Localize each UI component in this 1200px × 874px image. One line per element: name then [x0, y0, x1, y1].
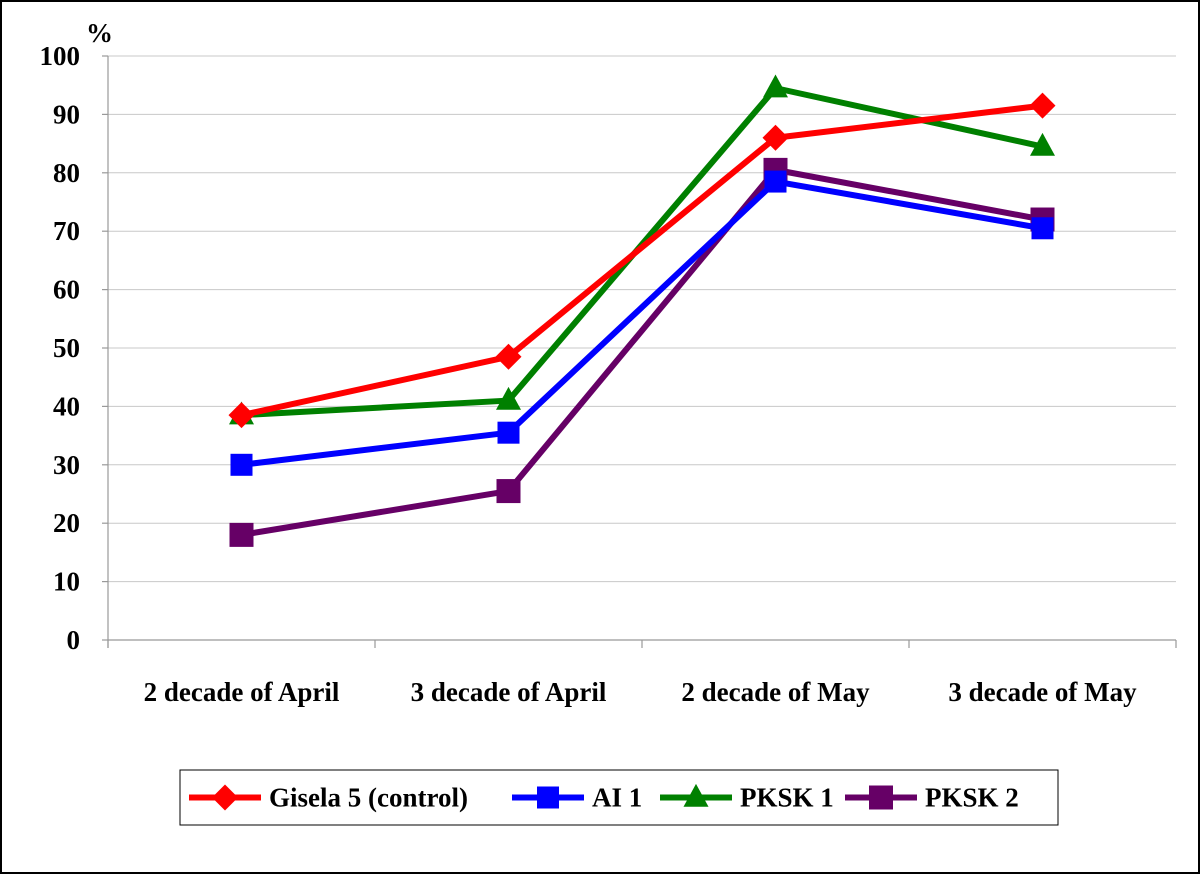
series-line — [240, 102, 1043, 419]
legend-label: PKSK 1 — [740, 783, 834, 813]
data-point — [230, 453, 253, 476]
y-tick-label: 40 — [53, 391, 80, 421]
legend-label: PKSK 2 — [925, 783, 1019, 813]
data-point — [495, 343, 522, 370]
data-point — [1030, 132, 1055, 156]
y-tick-label: 20 — [53, 508, 80, 538]
y-tick-label: 10 — [53, 567, 80, 597]
legend-item: PKSK 1 — [660, 783, 834, 813]
series-line — [241, 178, 1044, 468]
x-category-label: 2 decade of April — [144, 677, 340, 707]
data-point — [228, 402, 255, 429]
y-tick-labels: 0 10 20 30 40 50 60 70 80 90 100 — [40, 41, 81, 655]
y-tick-label: 80 — [53, 158, 80, 188]
data-point — [229, 522, 254, 547]
legend: Gisela 5 (control) AI 1 PKSK 1 PKSK 2 — [179, 769, 1059, 826]
legend-item: PKSK 2 — [845, 783, 1019, 813]
x-category-label: 3 decade of May — [948, 677, 1137, 707]
data-point — [763, 74, 788, 98]
legend-label: Gisela 5 (control) — [269, 783, 468, 813]
y-tick-label: 70 — [53, 216, 80, 246]
series-lines — [228, 74, 1056, 547]
gridlines — [108, 55, 1176, 583]
legend-swatch-marker — [869, 785, 893, 810]
y-tick-label: 0 — [67, 625, 81, 655]
legend-item: Gisela 5 (control) — [189, 783, 468, 813]
data-point — [496, 479, 521, 504]
legend-swatch-marker — [212, 784, 238, 811]
series-ai-1 — [230, 170, 1054, 476]
legend-swatch-marker — [537, 786, 559, 809]
axes — [102, 55, 1177, 648]
legend-items: Gisela 5 (control) AI 1 PKSK 1 PKSK 2 — [189, 783, 1019, 813]
y-tick-label: 30 — [53, 450, 80, 480]
y-tick-label: 50 — [53, 333, 80, 363]
y-axis-unit-label: % — [86, 18, 113, 48]
y-tick-label: 90 — [53, 99, 80, 129]
legend-swatch-marker — [683, 783, 709, 807]
legend-item: AI 1 — [512, 783, 642, 813]
x-category-labels: 2 decade of April 3 decade of April 2 deca… — [144, 677, 1137, 707]
series-pksk-2 — [229, 157, 1055, 547]
y-tick-label: 60 — [53, 275, 80, 305]
series-line — [241, 85, 1044, 419]
data-point — [762, 124, 789, 151]
data-point — [497, 421, 520, 444]
x-category-label: 3 decade of April — [411, 677, 607, 707]
series-gisela-5-control — [228, 92, 1056, 429]
data-point — [496, 386, 521, 410]
data-point — [1029, 92, 1056, 119]
legend-label: AI 1 — [592, 783, 642, 813]
x-category-label: 2 decade of May — [681, 677, 870, 707]
series-line — [241, 166, 1044, 538]
data-point — [764, 170, 787, 193]
y-tick-label: 100 — [40, 41, 81, 71]
data-point — [1031, 217, 1054, 240]
